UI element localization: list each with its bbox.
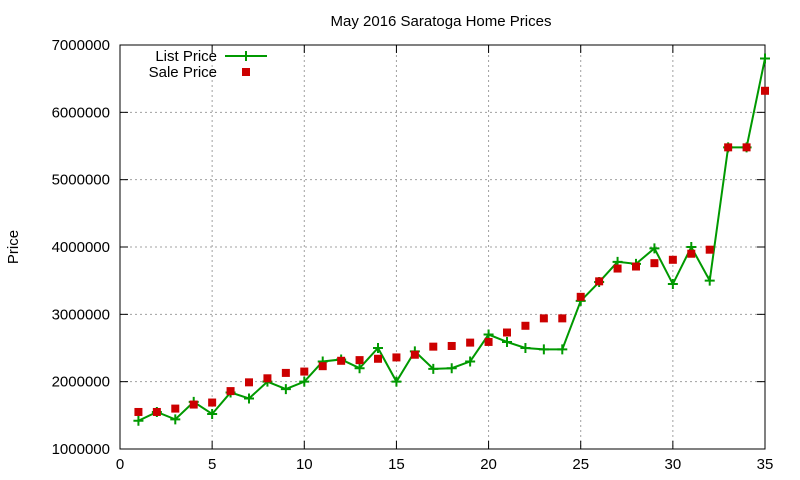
- sale-price-point: [226, 387, 235, 396]
- x-tick-label: 20: [480, 456, 497, 473]
- list-price-point: [502, 336, 512, 347]
- list-price-point: [280, 384, 291, 395]
- sale-price-point: [687, 249, 696, 258]
- y-axis-label: Price: [5, 230, 22, 264]
- sale-price-point: [392, 353, 401, 362]
- list-price-point: [170, 414, 181, 425]
- axis-ticks: 0 5 10 15 20 25 30 35 1000000 2000000 3000000 40000…: [52, 37, 774, 473]
- x-tick-label: 30: [665, 456, 682, 473]
- list-price-point: [538, 344, 549, 355]
- sale-price-point: [613, 264, 622, 273]
- list-price-point: [354, 363, 365, 374]
- legend-label-1: Sale Price: [149, 64, 217, 81]
- sale-price-point: [189, 400, 198, 409]
- y-tick-label: 3000000: [52, 306, 110, 323]
- sale-price-point: [705, 245, 714, 254]
- sale-price-point: [595, 277, 604, 286]
- sale-price-point: [134, 407, 143, 416]
- list-price-point: [667, 279, 678, 290]
- sale-price-point: [374, 354, 382, 363]
- sale-price-point: [650, 259, 659, 268]
- list-price-point: [465, 356, 476, 367]
- sale-price-point: [337, 356, 346, 365]
- list-price-point: [446, 363, 457, 374]
- sale-price-point: [171, 404, 180, 413]
- sale-price-point: [576, 292, 585, 301]
- list-price-point: [391, 376, 402, 387]
- sale-price-point: [447, 341, 456, 350]
- sale-price-point: [632, 262, 640, 271]
- series-layer: [133, 53, 770, 426]
- plot-frame: [119, 44, 766, 450]
- x-tick-label: 5: [208, 456, 216, 473]
- grid-lines: [120, 45, 765, 449]
- sale-price-point: [410, 350, 419, 359]
- sale-price-point: [245, 378, 253, 387]
- legend-label-0: List Price: [155, 48, 217, 65]
- sale-price-point: [558, 314, 567, 323]
- x-tick-label: 25: [572, 456, 589, 473]
- list-price-point: [760, 53, 770, 64]
- chart-title: May 2016 Saratoga Home Prices: [331, 13, 552, 30]
- y-tick-label: 5000000: [52, 172, 110, 189]
- y-tick-label: 4000000: [52, 239, 110, 256]
- x-tick-label: 0: [116, 456, 124, 473]
- sale-price-point: [208, 398, 217, 407]
- sale-price-point: [724, 143, 733, 152]
- list-price-point: [520, 343, 531, 353]
- sale-price-point: [318, 362, 327, 371]
- sale-price-point: [152, 407, 161, 416]
- sale-price-point: [263, 374, 272, 383]
- sale-price-point: [668, 255, 677, 264]
- list-price-point: [557, 344, 568, 355]
- sale-price-point: [761, 86, 769, 95]
- x-tick-label: 15: [388, 456, 405, 473]
- list-price-point: [207, 408, 218, 419]
- x-tick-label: 10: [296, 456, 313, 473]
- list-price-point: [704, 275, 715, 286]
- sale-price-point: [355, 356, 364, 365]
- sale-price-point: [429, 342, 438, 351]
- sale-price-point: [539, 314, 548, 323]
- y-tick-label: 2000000: [52, 374, 110, 391]
- sale-price-point: [484, 337, 493, 346]
- sale-price-point: [281, 368, 290, 377]
- sale-price-point: [300, 367, 309, 376]
- sale-price-point: [503, 328, 511, 337]
- legend-swatch-square: [242, 68, 250, 76]
- y-tick-label: 6000000: [52, 104, 110, 121]
- sale-price-point: [742, 143, 751, 152]
- list-price-point: [299, 376, 310, 387]
- list-price-point: [428, 363, 439, 374]
- sale-price-point: [521, 321, 530, 330]
- list-price-point: [483, 329, 494, 340]
- y-tick-label: 1000000: [52, 441, 110, 458]
- y-tick-label: 7000000: [52, 37, 110, 54]
- list-price-point: [649, 243, 660, 254]
- x-tick-label: 35: [757, 456, 774, 473]
- sale-price-point: [466, 338, 475, 347]
- legend-swatch-plus: [241, 51, 251, 61]
- list-price-point: [133, 415, 144, 426]
- list-price-point: [244, 393, 254, 404]
- list-price-point: [373, 343, 383, 353]
